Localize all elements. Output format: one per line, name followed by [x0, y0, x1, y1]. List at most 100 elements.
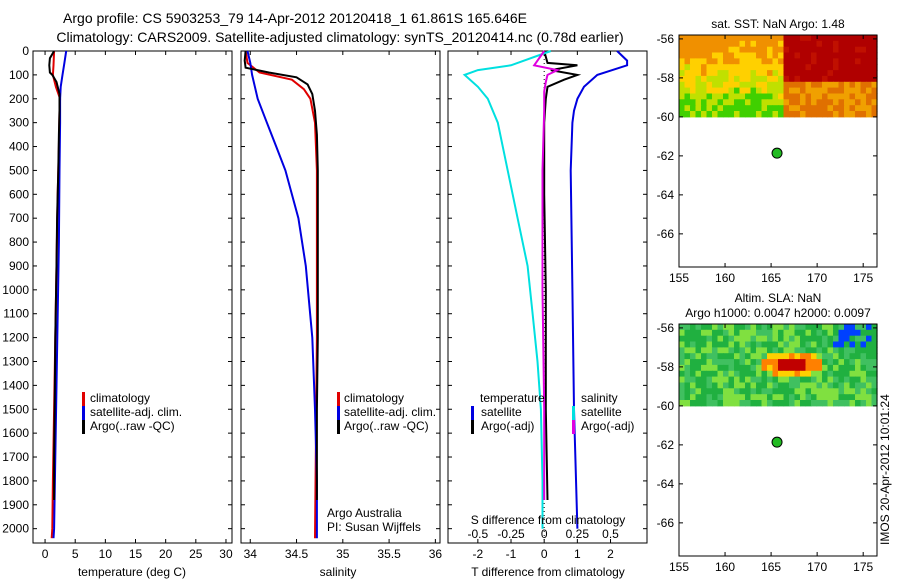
heatmap-cell: [844, 70, 851, 77]
heatmap-cell: [805, 75, 812, 83]
heatmap-cell: [838, 35, 845, 42]
heatmap-cell: [827, 394, 834, 401]
heatmap-cell: [750, 376, 757, 383]
heatmap-cell: [805, 347, 812, 354]
heatmap-cell: [717, 52, 724, 59]
legend-satellite-adj: satellite-adj. clim.: [344, 405, 436, 419]
salinity-legend: climatology satellite-adj. clim. Argo(..…: [337, 391, 436, 434]
heatmap-cell: [772, 99, 779, 106]
heatmap-cell: [750, 382, 757, 389]
heatmap-cell: [805, 341, 812, 348]
heatmap-cell: [701, 40, 708, 48]
heatmap-cell: [827, 329, 834, 337]
heatmap-cell: [871, 394, 878, 401]
heatmap-cell: [866, 329, 873, 337]
heatmap-cell: [772, 341, 779, 348]
heatmap-cell: [844, 35, 851, 42]
heatmap-cell: [844, 111, 851, 118]
heatmap-cell: [827, 64, 834, 71]
x-tick-label: 175: [853, 560, 873, 574]
heatmap-cell: [855, 111, 862, 118]
heatmap-cell: [816, 75, 823, 83]
heatmap-cell: [783, 35, 790, 42]
heatmap-cell: [701, 93, 708, 100]
heatmap-cell: [684, 70, 691, 77]
heatmap-cell: [712, 376, 719, 383]
heatmap-cell: [849, 64, 856, 71]
heatmap-cell: [723, 335, 730, 343]
y-tick-label: 1600: [2, 426, 29, 440]
x-tick-label: 170: [807, 271, 827, 285]
heatmap-cell: [723, 364, 730, 372]
heatmap-cell: [728, 87, 735, 94]
heatmap-cell: [679, 394, 686, 401]
heatmap-cell: [739, 99, 746, 106]
heatmap-cell: [734, 394, 741, 401]
heatmap-cell: [701, 341, 708, 348]
heatmap-cell: [690, 81, 697, 89]
y-tick-label: 1400: [2, 378, 29, 392]
heatmap-cell: [794, 93, 801, 100]
heatmap-cell: [844, 105, 851, 112]
heatmap-cell: [800, 394, 807, 401]
heatmap-cell: [706, 376, 713, 383]
heatmap-cell: [695, 382, 702, 389]
heatmap-cell: [849, 400, 856, 407]
heatmap-cell: [816, 388, 823, 395]
heatmap-cell: [866, 46, 873, 54]
heatmap-cell: [684, 382, 691, 389]
heatmap-cell: [849, 99, 856, 106]
heatmap-cell: [789, 394, 796, 401]
heatmap-cell: [833, 81, 840, 89]
heatmap-cell: [849, 70, 856, 77]
s-difference-label: S difference from climatology: [471, 513, 626, 527]
heatmap-cell: [717, 58, 724, 65]
heatmap-cell: [695, 335, 702, 343]
heatmap-cell: [679, 70, 686, 77]
heatmap-cell: [717, 394, 724, 401]
heatmap-cell: [712, 324, 719, 331]
heatmap-cell: [822, 52, 829, 59]
y-tick-label: 300: [9, 116, 29, 130]
heatmap-cell: [838, 99, 845, 106]
heatmap-cell: [871, 99, 878, 106]
heatmap-cell: [844, 75, 851, 83]
heatmap-cell: [712, 52, 719, 59]
heatmap-cell: [723, 93, 730, 100]
heatmap-cell: [734, 364, 741, 372]
heatmap-cell: [794, 64, 801, 71]
heatmap-cell: [794, 87, 801, 94]
heatmap-cell: [767, 111, 774, 118]
x-tick-label-S: -0.5: [468, 527, 489, 541]
heatmap-cell: [860, 353, 867, 360]
heatmap-cell: [761, 359, 768, 366]
heatmap-cell: [844, 400, 851, 407]
heatmap-cell: [739, 364, 746, 372]
x-tick-label: 35.5: [377, 547, 401, 561]
heatmap-cell: [695, 93, 702, 100]
heatmap-cell: [833, 70, 840, 77]
salinity-panel: 34 34.5 35 35.5 36 salinity climatology sate…: [240, 50, 442, 579]
heatmap-cell: [739, 58, 746, 65]
heatmap-cell: [728, 364, 735, 372]
heatmap-cell: [734, 376, 741, 383]
heatmap-cell: [679, 93, 686, 100]
heatmap-cell: [778, 353, 785, 360]
x-tick-label: 160: [715, 560, 735, 574]
legend-salinity-header: salinity: [581, 391, 618, 405]
heatmap-cell: [811, 324, 818, 331]
heatmap-cell: [816, 58, 823, 65]
heatmap-cell: [717, 40, 724, 48]
heatmap-cell: [783, 359, 790, 366]
heatmap-cell: [684, 99, 691, 106]
heatmap-cell: [717, 376, 724, 383]
t-difference-label: T difference from climatology: [471, 565, 625, 579]
heatmap-cell: [756, 370, 763, 378]
heatmap-cell: [772, 64, 779, 71]
heatmap-cell: [728, 347, 735, 354]
heatmap-cell: [866, 99, 873, 106]
argo-location-marker: [771, 436, 783, 448]
heatmap-cell: [679, 111, 686, 118]
heatmap-cell: [728, 359, 735, 366]
heatmap-cell: [838, 87, 845, 94]
